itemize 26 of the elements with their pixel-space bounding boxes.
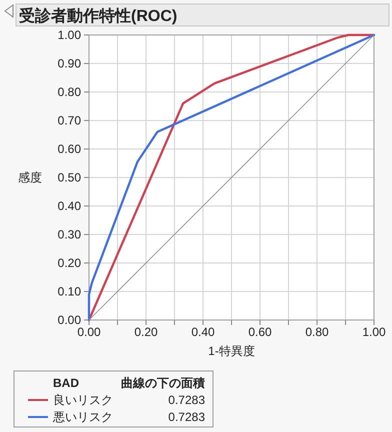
text: 0.7283	[168, 410, 206, 424]
chart-title: 受診者動作特性(ROC)	[18, 7, 178, 25]
y-tick-label: 0.60	[58, 142, 82, 156]
x-axis-title: 1-特異度	[208, 344, 255, 358]
y-tick-label: 0.00	[58, 313, 82, 327]
text: 曲線の下の面積	[121, 376, 205, 390]
y-tick-label: 0.70	[58, 114, 82, 128]
y-tick-label: 0.20	[58, 256, 82, 270]
legend-label: 良いリスク	[53, 393, 113, 407]
x-tick-label: 0.60	[248, 325, 272, 339]
y-tick-label: 0.10	[58, 284, 82, 298]
legend-title: BAD	[53, 376, 80, 390]
x-tick-label: 1.00	[362, 325, 386, 339]
legend-label: 悪いリスク	[52, 410, 113, 424]
y-tick-label: 0.40	[58, 199, 82, 213]
x-tick-label: 0.80	[305, 325, 329, 339]
y-tick-label: 0.90	[58, 56, 82, 70]
text: 0.7283	[168, 393, 206, 407]
y-tick-label: 1.00	[58, 28, 82, 42]
x-tick-label: 0.00	[77, 325, 101, 339]
x-tick-label: 0.20	[134, 325, 158, 339]
y-tick-label: 0.80	[58, 85, 82, 99]
y-tick-label: 0.30	[58, 228, 82, 242]
x-tick-label: 0.40	[191, 325, 215, 339]
y-axis-title: 感度	[18, 170, 42, 184]
y-tick-label: 0.50	[58, 170, 82, 184]
